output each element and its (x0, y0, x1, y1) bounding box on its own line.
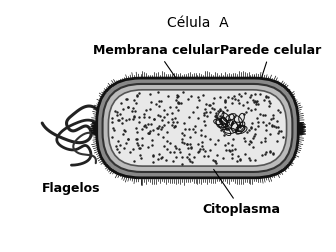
FancyBboxPatch shape (102, 84, 292, 172)
Text: Parede celular: Parede celular (220, 44, 321, 77)
Text: Citoplasma: Citoplasma (202, 169, 280, 216)
Text: Flagelos: Flagelos (42, 182, 101, 195)
Text: Membrana celular: Membrana celular (93, 44, 220, 79)
Text: Célula  A: Célula A (167, 16, 228, 30)
FancyBboxPatch shape (109, 90, 287, 166)
FancyBboxPatch shape (97, 78, 298, 178)
